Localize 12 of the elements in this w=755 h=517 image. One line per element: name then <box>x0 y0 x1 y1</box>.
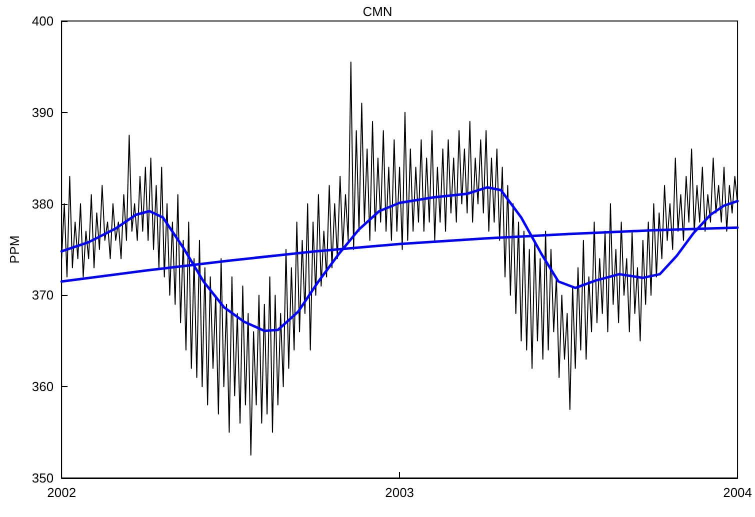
chart-title: CMN <box>362 4 392 19</box>
y-tick-label: 360 <box>32 379 54 394</box>
line-series <box>60 186 739 332</box>
y-tick-label: 370 <box>32 288 54 303</box>
y-tick-label: 400 <box>32 14 54 28</box>
x-tick-label: 2004 <box>723 485 752 500</box>
y-tick-label: 380 <box>32 196 54 212</box>
y-axis-title: PPM <box>7 235 22 264</box>
x-tick-label: 2003 <box>385 485 414 500</box>
y-tick-label: 390 <box>32 104 54 120</box>
x-tick-label: 2002 <box>47 485 76 500</box>
y-tick-label: 350 <box>32 470 54 486</box>
